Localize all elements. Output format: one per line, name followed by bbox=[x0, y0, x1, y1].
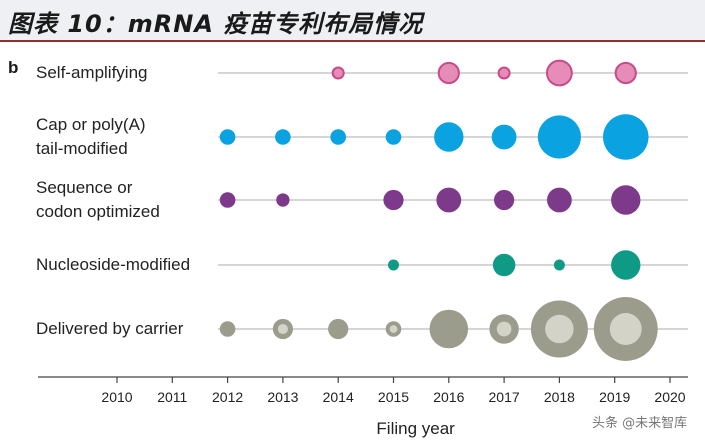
x-tick-label: 2010 bbox=[101, 389, 132, 405]
bubble-point bbox=[330, 129, 347, 145]
x-tick-label: 2020 bbox=[654, 389, 685, 405]
series-label-line: Cap or poly(A) bbox=[36, 115, 146, 134]
series-label: Cap or poly(A) tail-modified bbox=[36, 113, 146, 161]
bubble-point bbox=[547, 187, 572, 213]
bubble-inner bbox=[609, 313, 642, 345]
bubble-point bbox=[553, 259, 565, 271]
series-label: Self-amplifying bbox=[36, 61, 148, 85]
bubble-point bbox=[614, 61, 637, 85]
bubble-point bbox=[276, 193, 290, 207]
bubble-point bbox=[275, 129, 291, 145]
series-label: Nucleoside-modified bbox=[36, 253, 190, 277]
bubble-point bbox=[331, 66, 345, 80]
header-rule bbox=[0, 40, 705, 42]
bubble-point bbox=[537, 115, 582, 159]
bubble-point bbox=[436, 187, 462, 213]
watermark: 头条 @未来智库 bbox=[592, 416, 688, 431]
bubble-point bbox=[437, 61, 460, 85]
x-tick-label: 2017 bbox=[489, 389, 520, 405]
x-axis-title: Filing year bbox=[376, 419, 455, 438]
series-label-line: Nucleoside-modified bbox=[36, 255, 191, 274]
series-label-line: Delivered by carrier bbox=[36, 319, 184, 338]
series-label: Sequence or codon optimized bbox=[36, 176, 160, 224]
bubble-inner bbox=[545, 314, 574, 344]
series-label: Delivered by carrier bbox=[36, 317, 183, 341]
figure-title: 图表 10：mRNA 疫苗专利布局情况 bbox=[8, 10, 424, 38]
bubble-point bbox=[388, 259, 399, 271]
bubble-point bbox=[546, 59, 573, 87]
bubble-point bbox=[494, 189, 515, 211]
bubble-inner bbox=[277, 323, 288, 335]
series-label-line: codon optimized bbox=[36, 202, 160, 221]
bubble-point bbox=[611, 185, 641, 215]
series-label-line: Sequence or bbox=[36, 178, 133, 197]
bubble-point bbox=[491, 124, 517, 150]
panel-label: b bbox=[8, 58, 19, 77]
x-tick-label: 2016 bbox=[433, 389, 464, 405]
bubble-inner bbox=[496, 321, 512, 337]
x-tick-label: 2013 bbox=[267, 389, 298, 405]
bubble-point bbox=[385, 129, 402, 145]
series-label-line: Self-amplifying bbox=[36, 63, 148, 82]
bubble-inner bbox=[389, 325, 398, 333]
x-tick-label: 2018 bbox=[544, 389, 575, 405]
bubble-point bbox=[492, 253, 516, 277]
bubble-point bbox=[383, 189, 404, 211]
bubble-point bbox=[434, 122, 464, 152]
bubble-point bbox=[219, 321, 236, 337]
x-tick-label: 2019 bbox=[599, 389, 630, 405]
x-tick-label: 2012 bbox=[212, 389, 243, 405]
bubble-point bbox=[603, 114, 649, 160]
x-tick-label: 2015 bbox=[378, 389, 409, 405]
x-tick-label: 2014 bbox=[323, 389, 354, 405]
bubble-point bbox=[497, 66, 511, 80]
x-tick-label: 2011 bbox=[157, 389, 187, 405]
bubble-point bbox=[328, 318, 349, 340]
header-bar: 图表 10：mRNA 疫苗专利布局情况 bbox=[0, 0, 705, 40]
bubble-point bbox=[219, 192, 236, 208]
bubble-point bbox=[219, 129, 236, 145]
bubble-point bbox=[429, 309, 469, 349]
series-label-line: tail-modified bbox=[36, 139, 128, 158]
bubble-point bbox=[611, 250, 641, 280]
